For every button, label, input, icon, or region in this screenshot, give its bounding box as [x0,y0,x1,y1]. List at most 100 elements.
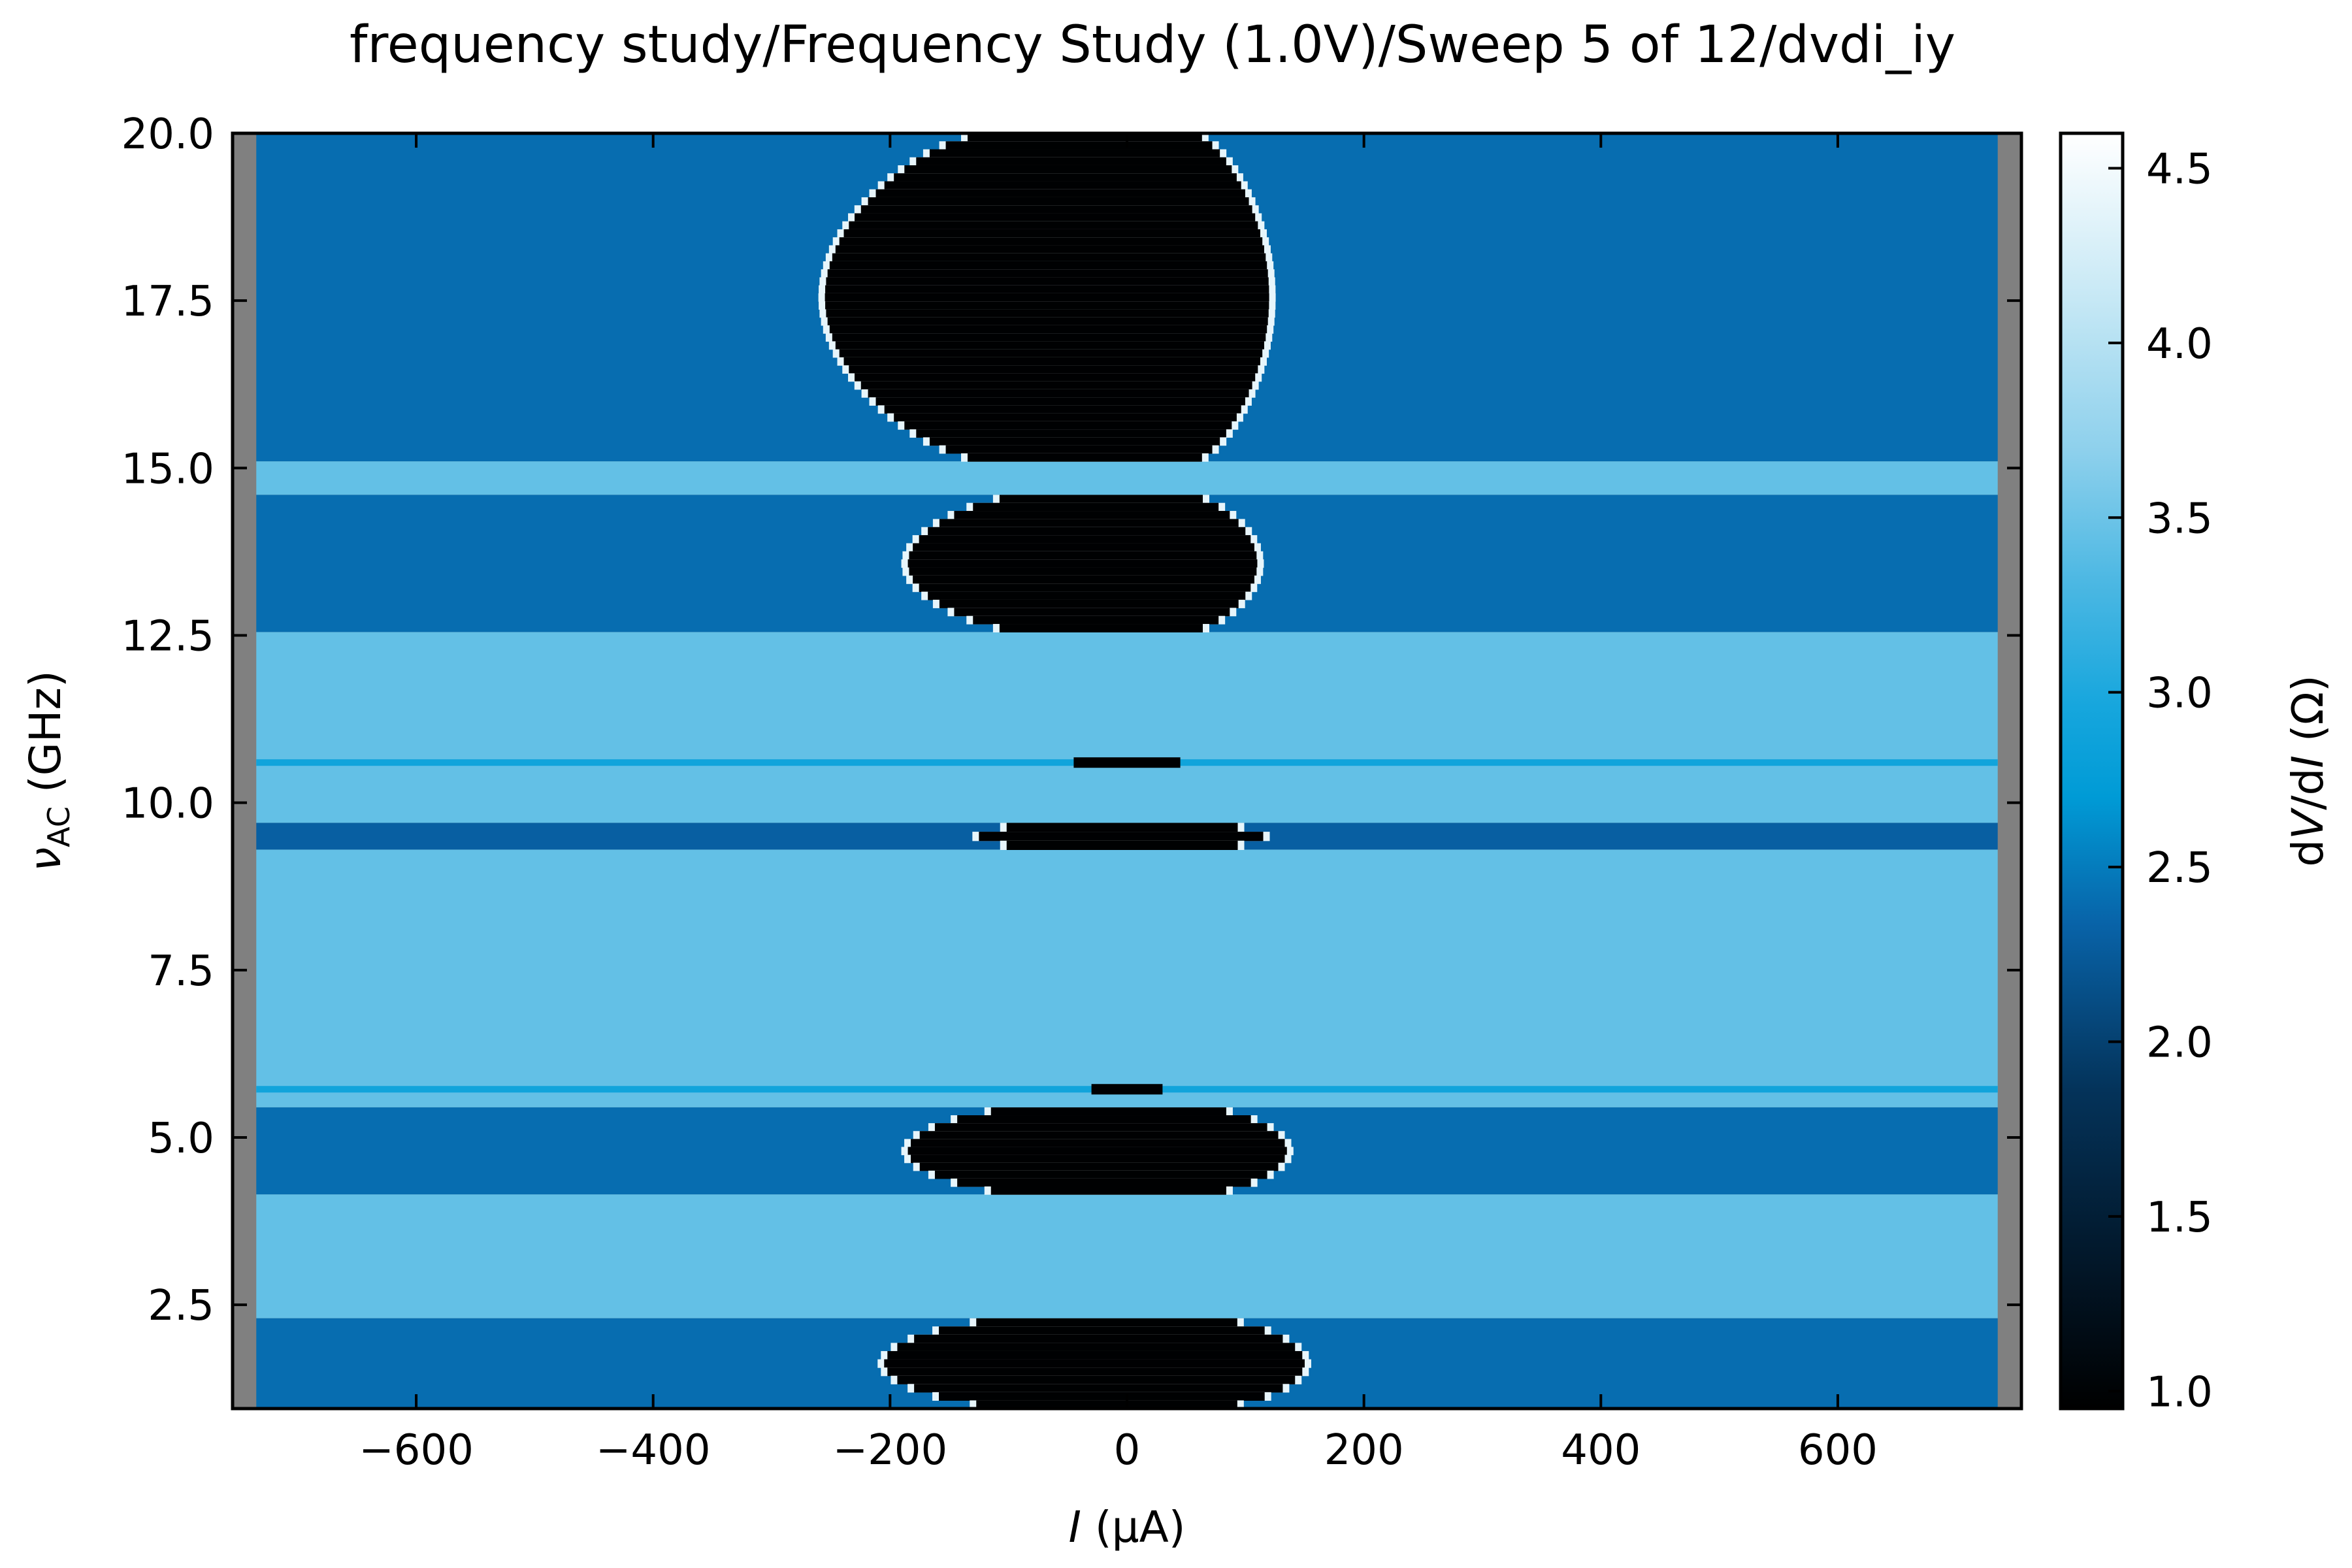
suppressed-cell [911,1139,1285,1148]
suppressed-cell [913,543,1254,552]
x-axis-label-unit: (μA) [1081,1502,1186,1552]
x-tick-label: −400 [596,1426,711,1475]
band-cell [256,632,1998,823]
suppressed-cell [968,453,1202,462]
colorbar-tick-label: 2.5 [2146,844,2213,892]
suppressed-cell [897,1375,1296,1384]
suppressed-cell [1006,823,1238,832]
suppressed-cell [939,1326,1265,1335]
suppressed-cell [913,575,1254,584]
y-axis-ticks: 2.5 5.0 7.5 10.0 12.5 15.0 17.5 20.0 [122,110,2021,1330]
colorbar-tick-label: 4.0 [2146,320,2213,368]
colorbar-tick-label: 1.5 [2146,1194,2213,1242]
suppressed-cell [860,381,1252,390]
x-tick-label: 600 [1798,1426,1878,1475]
suppressed-cell [957,1115,1251,1124]
heatmap-cells [233,133,2021,1409]
suppressed-cell [839,349,1263,358]
colorbar-label: dV/dI (Ω) [2283,675,2333,867]
suppressed-cell [979,832,1264,841]
x-tick-label: −600 [359,1426,474,1475]
band-cell [256,461,1998,495]
suppressed-cell [894,173,1237,182]
colorbar-ticks: 1.0 1.5 2.0 2.5 3.0 3.5 4.0 4.5 [2108,145,2213,1416]
suppressed-cell [849,365,1258,374]
suppressed-cell [934,1170,1267,1179]
suppressed-cell [934,1123,1267,1132]
x-axis-ticks: −600 −400 −200 0 200 400 600 [359,133,1878,1475]
suppressed-cell [887,1367,1303,1377]
suppressed-cell [929,149,1220,158]
suppressed-cell [904,421,1232,430]
suppressed-cell [909,567,1257,576]
suppressed-cell [957,1178,1251,1187]
suppressed-cell [835,245,1264,254]
suppressed-cell [976,1400,1237,1409]
suppressed-cell [884,181,1241,190]
suppressed-cell [884,1359,1305,1368]
suppressed-cell [907,1147,1287,1156]
colorbar-label-prefix: d [2283,840,2333,867]
suppressed-cell [868,197,1249,206]
suppressed-cell [990,1107,1226,1116]
y-axis-label-unit: (GHz) [20,670,71,806]
suppressed-cell [954,511,1230,519]
narrow-suppressed-cell [1091,1084,1163,1095]
suppressed-cell [1006,840,1238,850]
suppressed-cell [843,357,1260,366]
suppressed-cell [835,341,1264,350]
colorbar-label-i: I [2283,755,2333,768]
suppressed-cell [843,229,1260,238]
suppressed-cell [939,519,1239,528]
colorbar-label-mid: /d [2283,768,2333,810]
suppressed-cell [919,1131,1279,1139]
y-axis-label: νAC (GHz) [20,670,76,872]
suppressed-cell [860,205,1252,214]
y-tick-label: 10.0 [122,780,215,828]
suppressed-cell [897,1343,1296,1352]
suppressed-cell [945,445,1213,454]
colorbar-tick-label: 4.5 [2146,145,2213,193]
plot-area: −600 −400 −200 0 200 400 600 2.5 5.0 7.5 10.0 12.5… [122,110,2023,1475]
suppressed-cell [825,293,1269,302]
suppressed-cell [990,1186,1226,1195]
suppressed-cell [855,213,1256,222]
x-axis-label-symbol: I [1068,1502,1081,1552]
suppressed-cell [916,429,1226,438]
y-tick-label: 2.5 [148,1282,214,1330]
suppressed-cell [887,1350,1303,1360]
suppressed-cell [909,551,1257,560]
suppressed-cell [829,325,1267,334]
suppressed-cell [839,237,1263,246]
suppressed-cell [827,317,1268,326]
x-axis-label: I (μA) [1068,1502,1185,1552]
colorbar: 1.0 1.5 2.0 2.5 3.0 3.5 4.0 4.5 dV/dI (Ω) [2059,131,2333,1416]
colorbar-label-v: V [2283,808,2333,840]
suppressed-cell [826,277,1269,286]
suppressed-cell [928,591,1246,600]
suppressed-cell [928,527,1246,536]
suppressed-cell [939,599,1239,608]
suppressed-cell [849,221,1258,230]
y-axis-label-symbol: ν [20,847,71,872]
suppressed-cell [855,373,1256,382]
suppressed-cell [875,189,1245,198]
suppressed-cell [939,1392,1265,1401]
suppressed-cell [916,157,1226,166]
chart-title: frequency study/Frequency Study (1.0V)/S… [350,16,1955,74]
x-tick-label: 400 [1561,1426,1641,1475]
suppressed-cell [894,413,1237,422]
y-tick-label: 12.5 [122,613,215,661]
suppressed-cell [825,285,1269,294]
suppressed-cell [826,309,1269,318]
suppressed-cell [907,559,1258,568]
x-tick-label: 0 [1114,1426,1141,1475]
suppressed-cell [968,133,1202,142]
suppressed-cell [868,389,1249,398]
y-tick-label: 15.0 [122,445,215,493]
suppressed-cell [832,333,1266,342]
suppressed-cell [929,437,1220,446]
suppressed-cell [954,608,1230,617]
suppressed-cell [914,1334,1283,1343]
